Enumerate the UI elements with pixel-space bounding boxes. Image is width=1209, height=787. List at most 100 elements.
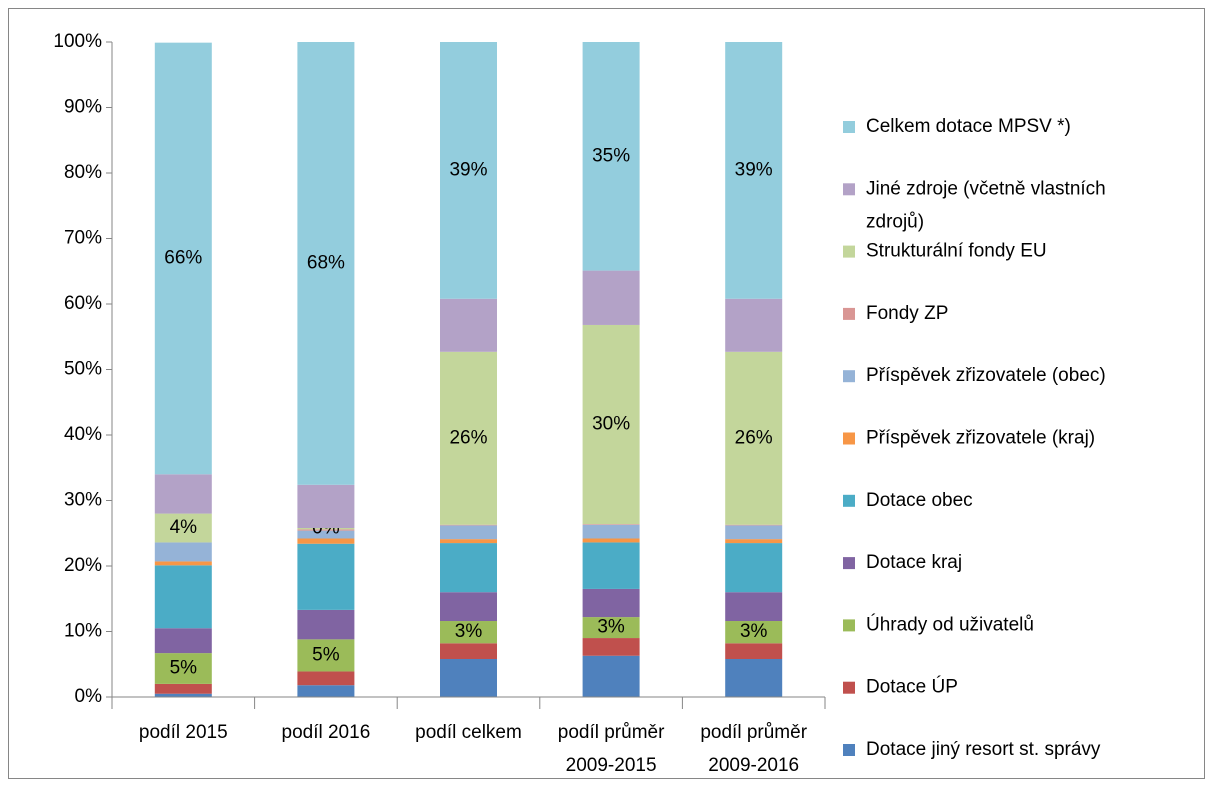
bar-segment bbox=[154, 683, 212, 694]
bar-segment bbox=[725, 543, 783, 593]
bar-segment bbox=[154, 542, 212, 562]
bar-segment bbox=[725, 298, 783, 352]
bar-segment bbox=[297, 609, 355, 640]
bar-segment bbox=[582, 270, 640, 325]
bar-segment bbox=[582, 542, 640, 589]
legend-swatch bbox=[843, 245, 855, 258]
bar-segment bbox=[440, 621, 497, 644]
bar-segment bbox=[582, 588, 640, 618]
bar-segment bbox=[725, 643, 783, 660]
legend-label: Celkem dotace MPSV *) bbox=[866, 116, 1071, 137]
legend-swatch bbox=[843, 370, 855, 383]
legend-swatch bbox=[843, 681, 855, 694]
legend-label: Jiné zdroje (včetně vlastních zdrojů) bbox=[866, 178, 1106, 232]
data-label: 35% bbox=[592, 145, 630, 166]
y-tick-label: 0% bbox=[75, 686, 103, 707]
data-label: 39% bbox=[735, 159, 773, 180]
bar-segment bbox=[582, 617, 640, 639]
data-label: 39% bbox=[449, 159, 487, 180]
x-tick-label: podíl celkem bbox=[415, 722, 522, 743]
legend-label: Dotace kraj bbox=[866, 552, 962, 573]
bar-segment bbox=[154, 42, 212, 475]
bar-segment bbox=[440, 643, 497, 660]
y-tick-label: 10% bbox=[64, 621, 102, 642]
bar-segment bbox=[154, 561, 212, 566]
bar-segment bbox=[154, 653, 212, 684]
bar-segment bbox=[440, 351, 497, 525]
data-label: 3% bbox=[455, 621, 483, 642]
bar-segment bbox=[154, 513, 212, 543]
bar-segment bbox=[582, 324, 640, 525]
bar-segment bbox=[440, 592, 497, 622]
data-label: 5% bbox=[312, 644, 340, 665]
bar-segment bbox=[725, 659, 783, 697]
data-label: 68% bbox=[307, 252, 345, 273]
data-label: 30% bbox=[592, 414, 630, 435]
data-label: 26% bbox=[449, 427, 487, 448]
data-label: 5% bbox=[170, 658, 198, 679]
bar-segment bbox=[297, 671, 355, 686]
data-label: 3% bbox=[740, 621, 768, 642]
bar-segment bbox=[725, 525, 783, 540]
bar-segment bbox=[440, 539, 497, 544]
y-tick-label: 100% bbox=[53, 31, 102, 52]
legend-label: Příspěvek zřizovatele (obec) bbox=[866, 365, 1106, 386]
legend-label: Fondy ZP bbox=[866, 303, 948, 324]
legend-label: Dotace jiný resort st. správy bbox=[866, 739, 1101, 760]
y-tick-label: 30% bbox=[64, 490, 102, 511]
legend-swatch bbox=[843, 494, 855, 507]
bar-segment bbox=[582, 524, 640, 539]
legend-swatch bbox=[843, 557, 855, 570]
x-tick-label: podíl 2016 bbox=[282, 722, 371, 743]
bar-segment bbox=[582, 638, 640, 656]
y-tick-label: 40% bbox=[64, 424, 102, 445]
y-tick-label: 90% bbox=[64, 97, 102, 118]
bar-segment bbox=[440, 543, 497, 593]
bar-segment bbox=[154, 474, 212, 514]
y-tick-label: 70% bbox=[64, 228, 102, 249]
bar-segment bbox=[582, 524, 640, 525]
bar-segment bbox=[725, 42, 783, 299]
data-label: 26% bbox=[735, 427, 773, 448]
bar-segment bbox=[297, 484, 355, 529]
data-label: 66% bbox=[164, 247, 202, 268]
x-tick-label: podíl 2015 bbox=[139, 722, 228, 743]
bar-segment bbox=[725, 592, 783, 622]
bar-segment bbox=[297, 529, 355, 531]
bar-segment bbox=[297, 543, 355, 610]
bar-segment bbox=[582, 42, 640, 271]
bar-segment bbox=[297, 685, 355, 697]
bar-segment bbox=[297, 639, 355, 672]
x-tick-label: podíl průměr 2009-2015 bbox=[558, 722, 665, 776]
bar-segment bbox=[440, 524, 497, 526]
legend-swatch bbox=[843, 121, 855, 133]
legend-swatch bbox=[843, 619, 855, 632]
y-tick-label: 60% bbox=[64, 293, 102, 314]
legend-label: Úhrady od uživatelů bbox=[866, 613, 1034, 635]
legend-swatch bbox=[843, 432, 855, 445]
bar-segment bbox=[440, 525, 497, 540]
legend-swatch bbox=[843, 744, 855, 756]
bar-segment bbox=[154, 693, 212, 697]
legend-swatch bbox=[843, 183, 855, 196]
bar-segment bbox=[582, 655, 640, 697]
data-label: 4% bbox=[170, 517, 198, 538]
y-tick-label: 50% bbox=[64, 359, 102, 380]
legend-swatch bbox=[843, 307, 855, 320]
bar-segment bbox=[297, 42, 355, 485]
bar-segment bbox=[440, 298, 497, 352]
bar-segment bbox=[725, 524, 783, 526]
bar-segment bbox=[297, 530, 355, 539]
bar-segment bbox=[440, 659, 497, 697]
bar-segment bbox=[440, 42, 497, 299]
x-tick-label: podíl průměr 2009-2016 bbox=[700, 722, 807, 776]
legend-label: Strukturální fondy EU bbox=[866, 241, 1047, 262]
data-label: 3% bbox=[597, 617, 625, 638]
bar-segment bbox=[154, 565, 212, 629]
bar-segment bbox=[725, 351, 783, 525]
legend-label: Dotace ÚP bbox=[866, 676, 958, 698]
bar-segment bbox=[297, 528, 355, 530]
bar-segment bbox=[725, 621, 783, 644]
y-tick-label: 20% bbox=[64, 555, 102, 576]
